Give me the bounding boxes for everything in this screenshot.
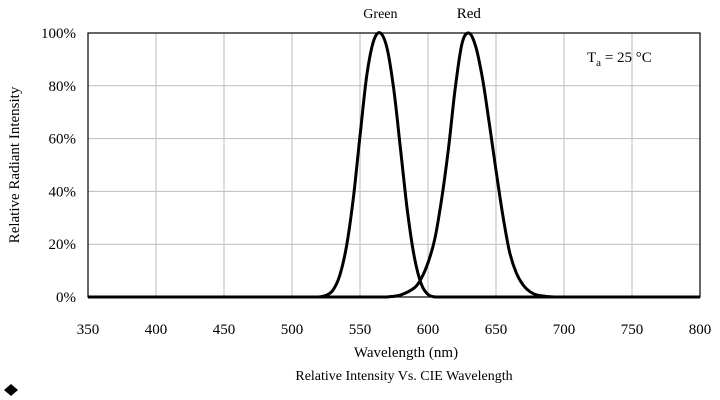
y-tick-label: 100% — [41, 26, 76, 42]
series-label-red: Red — [457, 6, 482, 22]
grid — [88, 33, 700, 297]
chart-caption: Relative Intensity Vs. CIE Wavelength — [295, 369, 512, 384]
x-tick-label: 750 — [621, 322, 644, 338]
x-tick-label: 650 — [485, 322, 508, 338]
series-line-red — [88, 31, 700, 299]
series-label-green: Green — [363, 7, 397, 22]
annotation-rest: = 25 °C — [601, 50, 652, 66]
plot-area-frame — [87, 32, 701, 298]
y-tick-label: 20% — [49, 237, 77, 253]
x-axis-title: Wavelength (nm) — [354, 345, 458, 361]
series-line-green — [88, 31, 700, 299]
annotation-subscript: a — [596, 57, 601, 69]
series-group — [88, 31, 700, 299]
diamond-bullet-icon — [4, 384, 18, 396]
x-tick-label: 800 — [689, 322, 712, 338]
x-tick-label: 350 — [77, 322, 100, 338]
y-tick-label: 80% — [49, 79, 77, 95]
y-tick-label: 0% — [56, 290, 76, 306]
x-tick-label: 400 — [145, 322, 168, 338]
y-tick-label: 60% — [49, 132, 77, 148]
x-tick-label: 700 — [553, 322, 576, 338]
y-tick-label: 40% — [49, 184, 77, 200]
x-tick-label: 500 — [281, 322, 304, 338]
x-axis-ticks: 350 400 450 500 550 600 650 700 750 800 — [77, 322, 712, 338]
x-tick-label: 550 — [349, 322, 372, 338]
temperature-annotation: Ta = 25 °C — [587, 50, 652, 69]
next-section-heading-fragment — [2, 376, 20, 400]
y-axis-title: Relative Radiant Intensity — [7, 86, 23, 243]
series-labels: Green Red — [363, 6, 481, 22]
x-tick-label: 600 — [417, 322, 440, 338]
x-tick-label: 450 — [213, 322, 236, 338]
annotation-base: T — [587, 50, 596, 66]
y-axis-ticks: 0% 20% 40% 60% 80% 100% — [41, 26, 76, 306]
